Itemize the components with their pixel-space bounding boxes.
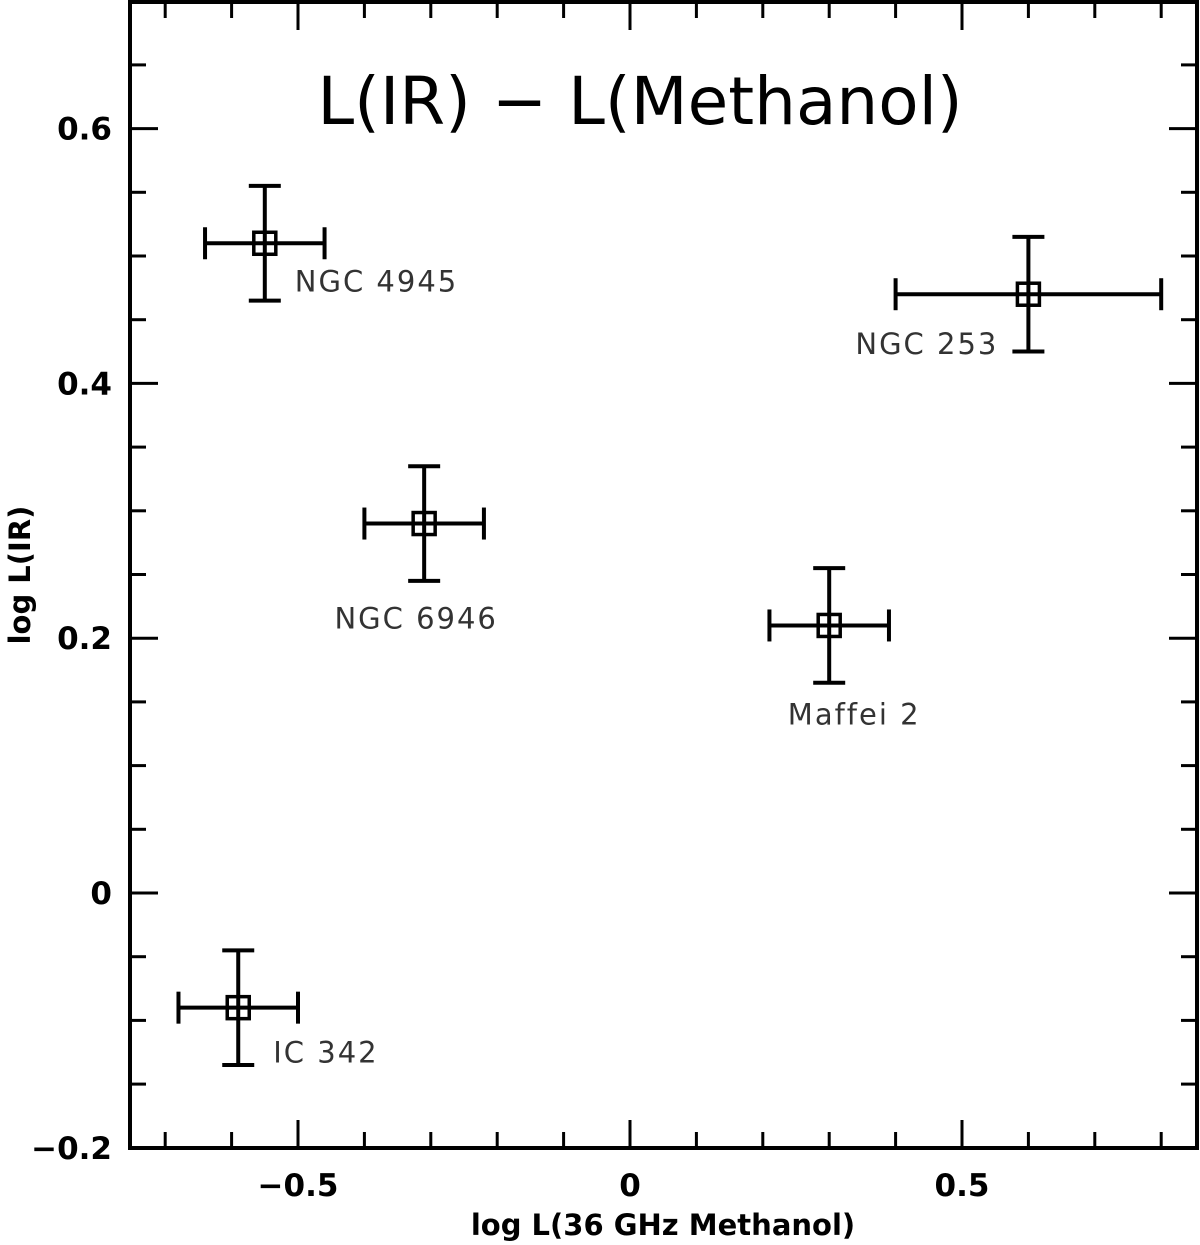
data-point: NGC 4945 [203,183,458,303]
y-tick-label: −0.2 [31,1131,112,1167]
point-label: Maffei 2 [788,697,921,731]
tick-labels: −0.5 0 0.5 −0.2 0 0.2 0.4 0.6 [31,112,989,1204]
square-marker [252,230,278,257]
y-tick-label: 0.2 [57,621,112,657]
point-label: NGC 4945 [295,264,458,298]
plot-frame [128,0,1199,1150]
data-point: IC 342 [176,948,378,1070]
square-marker [816,612,842,639]
point-label: NGC 6946 [334,602,497,636]
y-tick-label: 0 [90,876,112,912]
x-axis-label: log L(36 GHz Methanol) [471,1208,855,1242]
y-tick-label: 0.4 [57,366,112,402]
x-tick-label: 0 [619,1168,641,1204]
data-point: NGC 253 [855,234,1164,361]
y-tick-label: 0.6 [57,112,112,148]
data-points: NGC 4945 NGC 253 NGC 6946 Maffei 2 IC 342 [176,183,1164,1070]
data-point: Maffei 2 [767,566,921,731]
square-marker [1015,281,1042,307]
y-axis-label: log L(IR) [3,506,37,645]
square-marker [411,510,437,537]
chart-title: L(IR) − L(Methanol) [317,63,962,140]
x-tick-label: −0.5 [258,1168,339,1204]
point-label: NGC 253 [855,327,998,361]
data-point: NGC 6946 [334,464,497,636]
point-label: IC 342 [273,1036,378,1070]
square-marker [225,994,251,1021]
ticks [130,2,1197,1148]
x-tick-label: 0.5 [935,1168,990,1204]
